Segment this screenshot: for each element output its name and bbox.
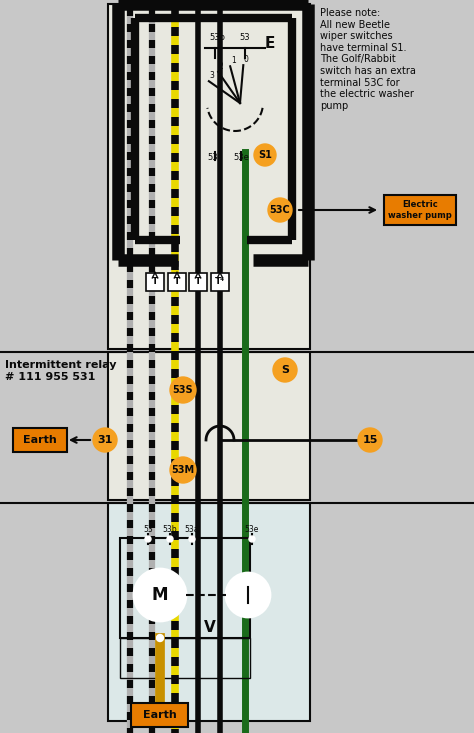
Text: 53M: 53M [172, 465, 194, 475]
Text: 15: 15 [362, 435, 378, 445]
Circle shape [167, 536, 173, 542]
Text: 53b: 53b [209, 33, 225, 42]
Text: Please note:
All new Beetle
wiper switches
have terminal S1.
The Golf/Rabbit
swi: Please note: All new Beetle wiper switch… [320, 8, 416, 111]
Circle shape [273, 358, 297, 382]
Bar [120, 538, 250, 638]
Bar [108, 503, 310, 721]
Bar [168, 273, 186, 291]
Text: V: V [204, 621, 216, 636]
Text: 53b: 53b [163, 526, 177, 534]
Bar [120, 638, 250, 678]
Circle shape [170, 377, 196, 403]
Bar [108, 4, 310, 349]
Circle shape [268, 198, 292, 222]
Text: Earth: Earth [23, 435, 57, 445]
Circle shape [238, 585, 258, 605]
Text: 1: 1 [231, 56, 236, 65]
FancyBboxPatch shape [384, 195, 456, 225]
Text: T: T [195, 278, 201, 287]
Text: 53C: 53C [270, 205, 291, 215]
Text: 53: 53 [240, 33, 250, 42]
Circle shape [189, 536, 195, 542]
Bar [211, 273, 229, 291]
Circle shape [156, 635, 164, 641]
Bar [146, 273, 164, 291]
Text: S1: S1 [258, 150, 272, 160]
Circle shape [145, 536, 151, 542]
Circle shape [226, 573, 270, 617]
Text: T: T [174, 278, 180, 287]
Text: T: T [152, 278, 158, 287]
Text: 3: 3 [210, 71, 214, 80]
Circle shape [170, 457, 196, 483]
Text: 53e: 53e [233, 153, 249, 162]
Text: 53: 53 [143, 526, 153, 534]
Text: S: S [281, 365, 289, 375]
Bar [108, 352, 310, 500]
Text: 0: 0 [244, 55, 249, 65]
Text: E: E [265, 36, 275, 51]
Text: M: M [152, 586, 168, 604]
FancyBboxPatch shape [131, 703, 189, 727]
Text: Electric
washer pump: Electric washer pump [388, 200, 452, 220]
FancyBboxPatch shape [13, 428, 67, 452]
Circle shape [254, 144, 276, 166]
Text: Intermittent relay
# 111 955 531: Intermittent relay # 111 955 531 [5, 360, 117, 382]
Text: 53a: 53a [185, 526, 199, 534]
Circle shape [93, 428, 117, 452]
Text: 53e: 53e [245, 526, 259, 534]
Circle shape [358, 428, 382, 452]
Circle shape [249, 536, 255, 542]
Text: Earth: Earth [143, 710, 177, 720]
Bar [189, 273, 207, 291]
Text: T⁴: T⁴ [215, 278, 225, 287]
Text: 53a: 53a [207, 153, 223, 162]
Text: 53S: 53S [173, 385, 193, 395]
Text: 2: 2 [219, 62, 224, 71]
Circle shape [134, 569, 186, 621]
Text: 31: 31 [97, 435, 113, 445]
